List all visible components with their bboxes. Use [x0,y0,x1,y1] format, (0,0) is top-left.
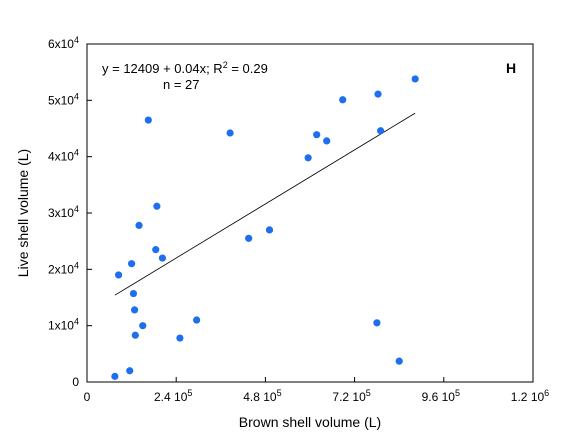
data-point [144,116,152,124]
x-tick-label: 7.2 105 [332,388,370,404]
y-tick-label: 0 [72,375,79,389]
data-point [411,75,419,83]
y-tick-label: 4x104 [48,148,79,164]
regression-line [114,112,416,296]
data-point [323,137,331,145]
sample-size: n = 27 [163,77,200,92]
plot-frame [86,43,534,383]
data-point [129,289,138,298]
data-point [313,131,321,139]
data-point [131,331,139,339]
y-tick-label: 2x104 [48,260,79,276]
x-tick-label: 2.4 105 [154,388,192,404]
y-tick-label: 3x104 [48,204,79,220]
tick-labels: 0 2.4 105 4.8 105 7.2 105 9.6 105 1.2 106 0 1x1… [48,35,549,404]
x-tick-label: 9.6 105 [422,388,460,404]
data-point [374,90,382,98]
y-tick-label: 6x104 [48,35,79,51]
data-point [139,322,147,330]
data-point [395,357,403,365]
y-axis-title: Live shell volume (L) [15,149,31,277]
y-tick-label: 5x104 [48,91,79,107]
data-point [193,316,201,324]
x-axis-title: Brown shell volume (L) [239,414,381,430]
data-point [130,306,139,314]
x-tick-label: 1.2 106 [511,388,549,404]
axis-ticks [86,43,534,383]
data-point [304,154,312,162]
data-point [126,367,134,375]
panel-label: H [506,60,516,76]
data-point [226,129,234,137]
data-point [265,226,274,234]
data-point [158,254,167,262]
x-tick-label: 0 [84,390,91,404]
r-squared-superscript: 2 [223,60,228,70]
data-point [245,234,253,242]
data-point [373,319,381,327]
r-squared-value: = 0.29 [228,61,268,76]
regression-equation: y = 12409 + 0.04x; R2 = 0.29 [102,60,268,76]
data-point [339,96,347,104]
data-point [111,372,119,380]
data-point [153,202,161,210]
equation-text: y = 12409 + 0.04x; R [102,61,223,76]
data-point [152,246,160,254]
data-point [114,271,123,279]
y-tick-label: 1x104 [48,317,79,333]
data-point [135,221,143,229]
data-points [111,75,419,380]
data-point [377,127,385,135]
data-point [176,334,184,342]
x-tick-label: 4.8 105 [243,388,281,404]
data-point [128,260,136,268]
